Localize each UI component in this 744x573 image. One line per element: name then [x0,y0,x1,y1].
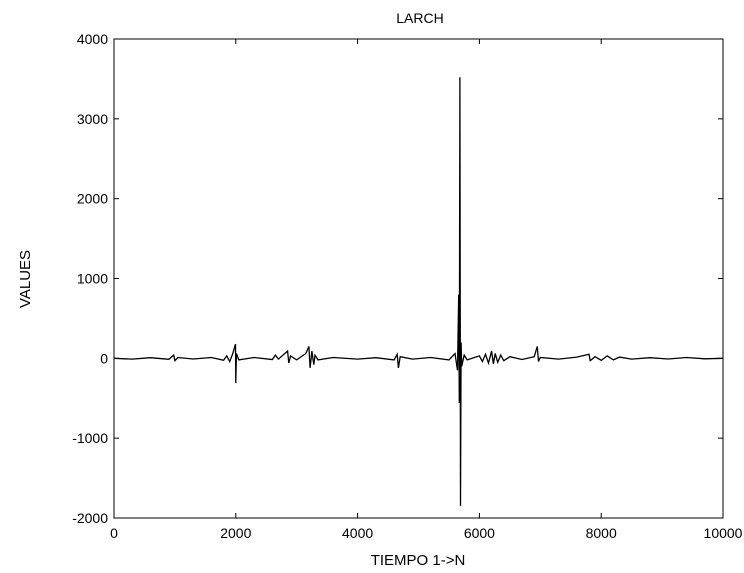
series-line [113,77,724,507]
x-tick-label: 6000 [464,525,495,541]
series-layer [113,77,724,507]
x-tick-label: 2000 [220,525,251,541]
chart-title: LARCH [396,10,443,26]
y-tick-label: 3000 [77,111,108,127]
y-axis: -2000 -1000 0 1000 2000 3000 4000 [72,31,723,526]
y-axis-label: VALUES [17,250,34,308]
x-tick-label: 8000 [586,525,617,541]
y-tick-label: -1000 [72,430,108,446]
plot-frame [113,38,724,519]
x-axis-label: TIEMPO 1->N [371,552,466,569]
x-axis: 0 2000 4000 6000 8000 10000 [110,39,743,541]
y-tick-label: 0 [100,350,108,366]
y-tick-label: 2000 [77,191,108,207]
x-tick-label: 0 [110,525,118,541]
y-tick-label: -2000 [72,510,108,526]
y-tick-label: 4000 [77,31,108,47]
y-tick-label: 1000 [77,271,108,287]
x-tick-label: 10000 [704,525,743,541]
x-tick-label: 4000 [342,525,373,541]
